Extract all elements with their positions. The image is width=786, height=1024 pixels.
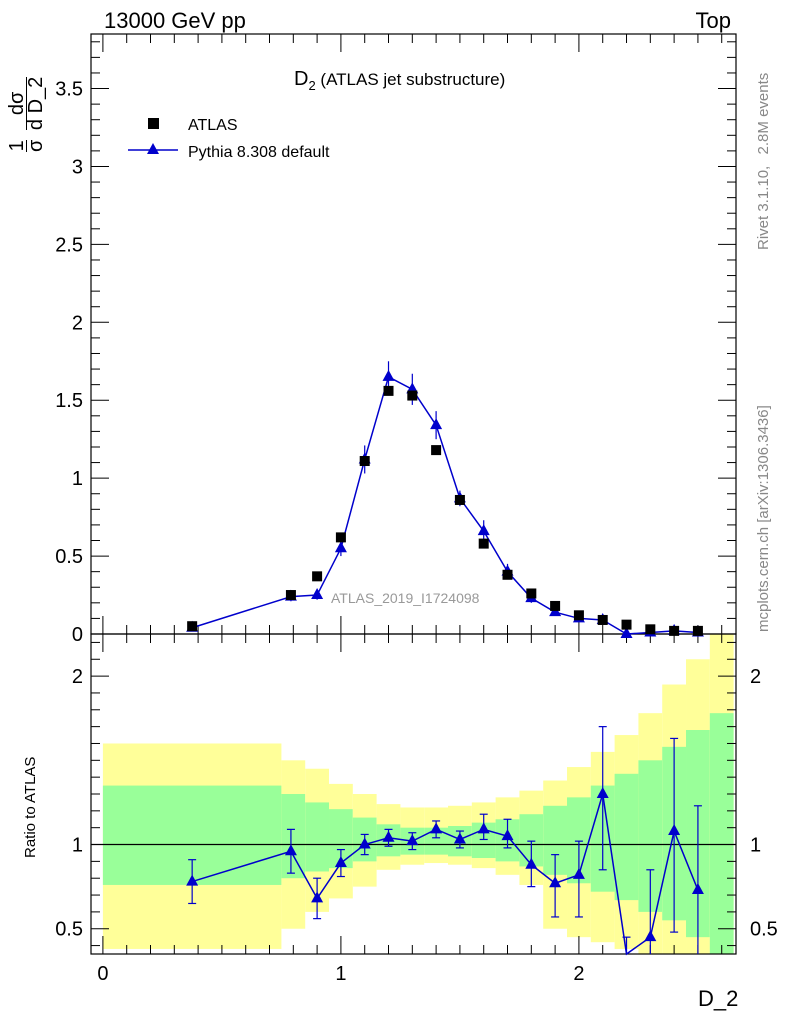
header-right: Top (695, 8, 731, 33)
pythia-marker (430, 418, 443, 430)
x-tick-label: 2 (573, 963, 584, 985)
x-axis-label: D_2 (698, 986, 739, 1011)
y-tick-label: 3 (72, 156, 83, 178)
atlas-marker (573, 610, 584, 621)
y-tick-label: 0.5 (55, 919, 83, 941)
y-tick-label: 1 (72, 468, 83, 490)
y-tick-label: 1 (750, 835, 761, 857)
atlas-marker (645, 624, 656, 635)
x-tick-label: 0 (97, 963, 108, 985)
y-tick-label: 2 (72, 312, 83, 334)
y-tick-label: 1.5 (55, 390, 83, 412)
main-y-ticks: 0 0.5 1 1.5 2 2.5 3 3.5 (55, 41, 736, 646)
ratio-marker (477, 822, 490, 834)
atlas-marker (550, 600, 561, 611)
atlas-marker (285, 590, 296, 601)
x-tick-label: 1 (335, 963, 346, 985)
atlas-marker (407, 390, 418, 401)
atlas-marker (526, 588, 537, 599)
header-left: 13000 GeV pp (104, 8, 246, 33)
atlas-marker (383, 385, 394, 396)
green-band-bin (614, 773, 639, 901)
atlas-marker (431, 445, 442, 456)
atlas-marker (669, 625, 680, 636)
green-band-bin (567, 797, 591, 884)
legend: ATLAS Pythia 8.308 default (128, 117, 330, 161)
main-title: D2 (ATLAS jet substructure) (294, 68, 505, 93)
main-title-sub: 2 (308, 78, 316, 93)
atlas-marker (597, 614, 608, 625)
mcplots-label: mcplots.cern.ch [arXiv:1306.3436] (755, 405, 772, 632)
atlas-marker (621, 619, 632, 630)
atlas-marker (502, 569, 513, 580)
legend-atlas-marker (148, 118, 159, 129)
atlas-marker (187, 621, 198, 632)
ratio-marker (501, 829, 514, 841)
ratio-marker (334, 856, 347, 868)
legend-atlas-label: ATLAS (188, 117, 238, 134)
green-band-bin (281, 794, 306, 879)
ratio-marker (358, 837, 371, 849)
green-band-bin (543, 805, 568, 875)
rivet-label: Rivet 3.1.10, 2.8M events (755, 72, 772, 250)
pythia-marker (477, 524, 490, 536)
green-band-bin (424, 827, 449, 855)
ratio-marker (596, 787, 609, 798)
y-tick-label: 3.5 (55, 79, 83, 101)
green-band-bin (329, 809, 353, 869)
y-tick-label: 2.5 (55, 234, 83, 256)
ratio-marker (572, 867, 585, 879)
ratio-bands (102, 634, 734, 954)
green-band-bin (305, 802, 330, 872)
ratio-marker (430, 822, 443, 834)
green-band-bin (709, 713, 734, 954)
ratio-marker (186, 874, 199, 886)
main-title-d: D (294, 68, 309, 90)
atlas-marker (454, 494, 465, 505)
ratio-marker (525, 857, 538, 869)
main-title-rest: (ATLAS jet substructure) (315, 70, 506, 89)
pythia-marker (382, 369, 395, 381)
ratio-marker (644, 930, 657, 942)
y-tick-label: 0.5 (55, 546, 83, 568)
pythia-marker (311, 588, 324, 600)
y-tick-label: 1 (72, 835, 83, 857)
legend-pythia-label: Pythia 8.308 default (188, 144, 330, 161)
ratio-marker (284, 844, 297, 856)
green-band-bin (519, 814, 544, 867)
atlas-marker (335, 532, 346, 543)
y-tick-label: 2 (750, 666, 761, 688)
ratio-marker (382, 830, 395, 842)
ratio-ylabel: Ratio to ATLAS (22, 756, 39, 858)
green-band-bin (638, 760, 663, 912)
y-tick-label: 2 (72, 666, 83, 688)
ylabel-deriv-frac: dσ d D_2 (6, 76, 47, 131)
ratio-marker (311, 891, 324, 903)
watermark: ATLAS_2019_I1724098 (331, 590, 480, 606)
atlas-marker (359, 456, 370, 467)
ratio-marker (406, 834, 419, 846)
pythia-marker (620, 627, 633, 638)
y-tick-label: 0.5 (750, 919, 778, 941)
ratio-y-ticks: 0.5 0.5 1 1 2 2 (55, 641, 778, 947)
legend-pythia-marker (147, 143, 159, 154)
ratio-marker (668, 824, 681, 836)
ratio-marker (453, 832, 466, 844)
ratio-marker (691, 883, 704, 894)
atlas-marker (478, 538, 489, 549)
atlas-marker (312, 571, 323, 582)
pythia-marker (334, 541, 347, 553)
y-tick-label: 0 (72, 624, 83, 646)
ratio-marker (549, 876, 562, 888)
atlas-marker (692, 625, 703, 636)
